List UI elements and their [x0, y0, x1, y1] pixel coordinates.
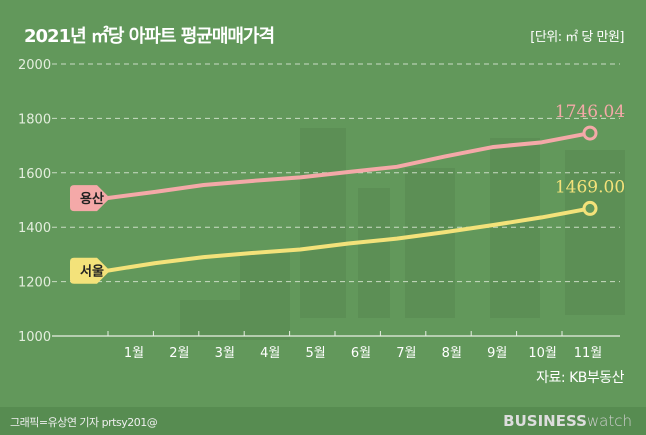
x-tick-label: 10월	[528, 346, 557, 361]
building-decoration	[565, 150, 625, 315]
x-tick-label: 3월	[215, 346, 235, 361]
building-decoration	[490, 138, 540, 318]
x-tick-label: 2월	[169, 346, 189, 361]
series-label: 서울	[80, 264, 104, 280]
building-decoration	[358, 188, 390, 318]
footer: 그래픽=유상연 기자 prtsy201@ BUSINESSwatch	[0, 407, 646, 435]
building-decoration	[405, 168, 455, 318]
y-tick-label: 1200	[18, 276, 51, 291]
y-tick-label: 1400	[18, 221, 51, 236]
y-tick-label: 1600	[18, 167, 51, 182]
credit-text: 그래픽=유상연 기자 prtsy201@	[10, 416, 158, 429]
x-tick-label: 6월	[351, 346, 371, 361]
unit-label: [단위: ㎡ 당 만원]	[530, 30, 624, 45]
series-label: 용산	[80, 191, 104, 207]
building-decoration	[180, 300, 240, 340]
y-tick-label: 1000	[18, 330, 51, 345]
data-point	[582, 125, 598, 141]
y-tick-label: 2000	[18, 58, 51, 73]
x-tick-label: 4월	[260, 346, 280, 361]
building-decoration	[240, 250, 290, 340]
x-tick-label: 11월	[574, 346, 603, 361]
x-tick-label: 1월	[124, 346, 144, 361]
x-tick-label: 7월	[396, 346, 416, 361]
source-label: 자료: KB부동산	[536, 370, 624, 386]
series-label-tag	[70, 257, 110, 284]
y-tick-label: 1800	[18, 112, 51, 127]
end-value-label: 1746.04	[555, 102, 625, 122]
data-point	[582, 200, 598, 216]
logo-light: watch	[586, 412, 632, 430]
x-tick-label: 9월	[487, 346, 507, 361]
brand-logo: BUSINESSwatch	[503, 412, 632, 430]
series-label-tag	[70, 185, 110, 212]
end-value-label: 1469.00	[555, 177, 625, 197]
x-tick-label: 5월	[305, 346, 325, 361]
x-tick-label: 8월	[442, 346, 462, 361]
chart-title: 2021년 ㎡당 아파트 평균매매가격	[24, 26, 275, 47]
building-decoration	[300, 128, 346, 318]
logo-bold: BUSINESS	[503, 412, 587, 430]
line-chart: 1000 1200 1400 1600 1800 2000 1월 2월 3월 4월 5월 6월 7월 8월…	[18, 58, 625, 361]
